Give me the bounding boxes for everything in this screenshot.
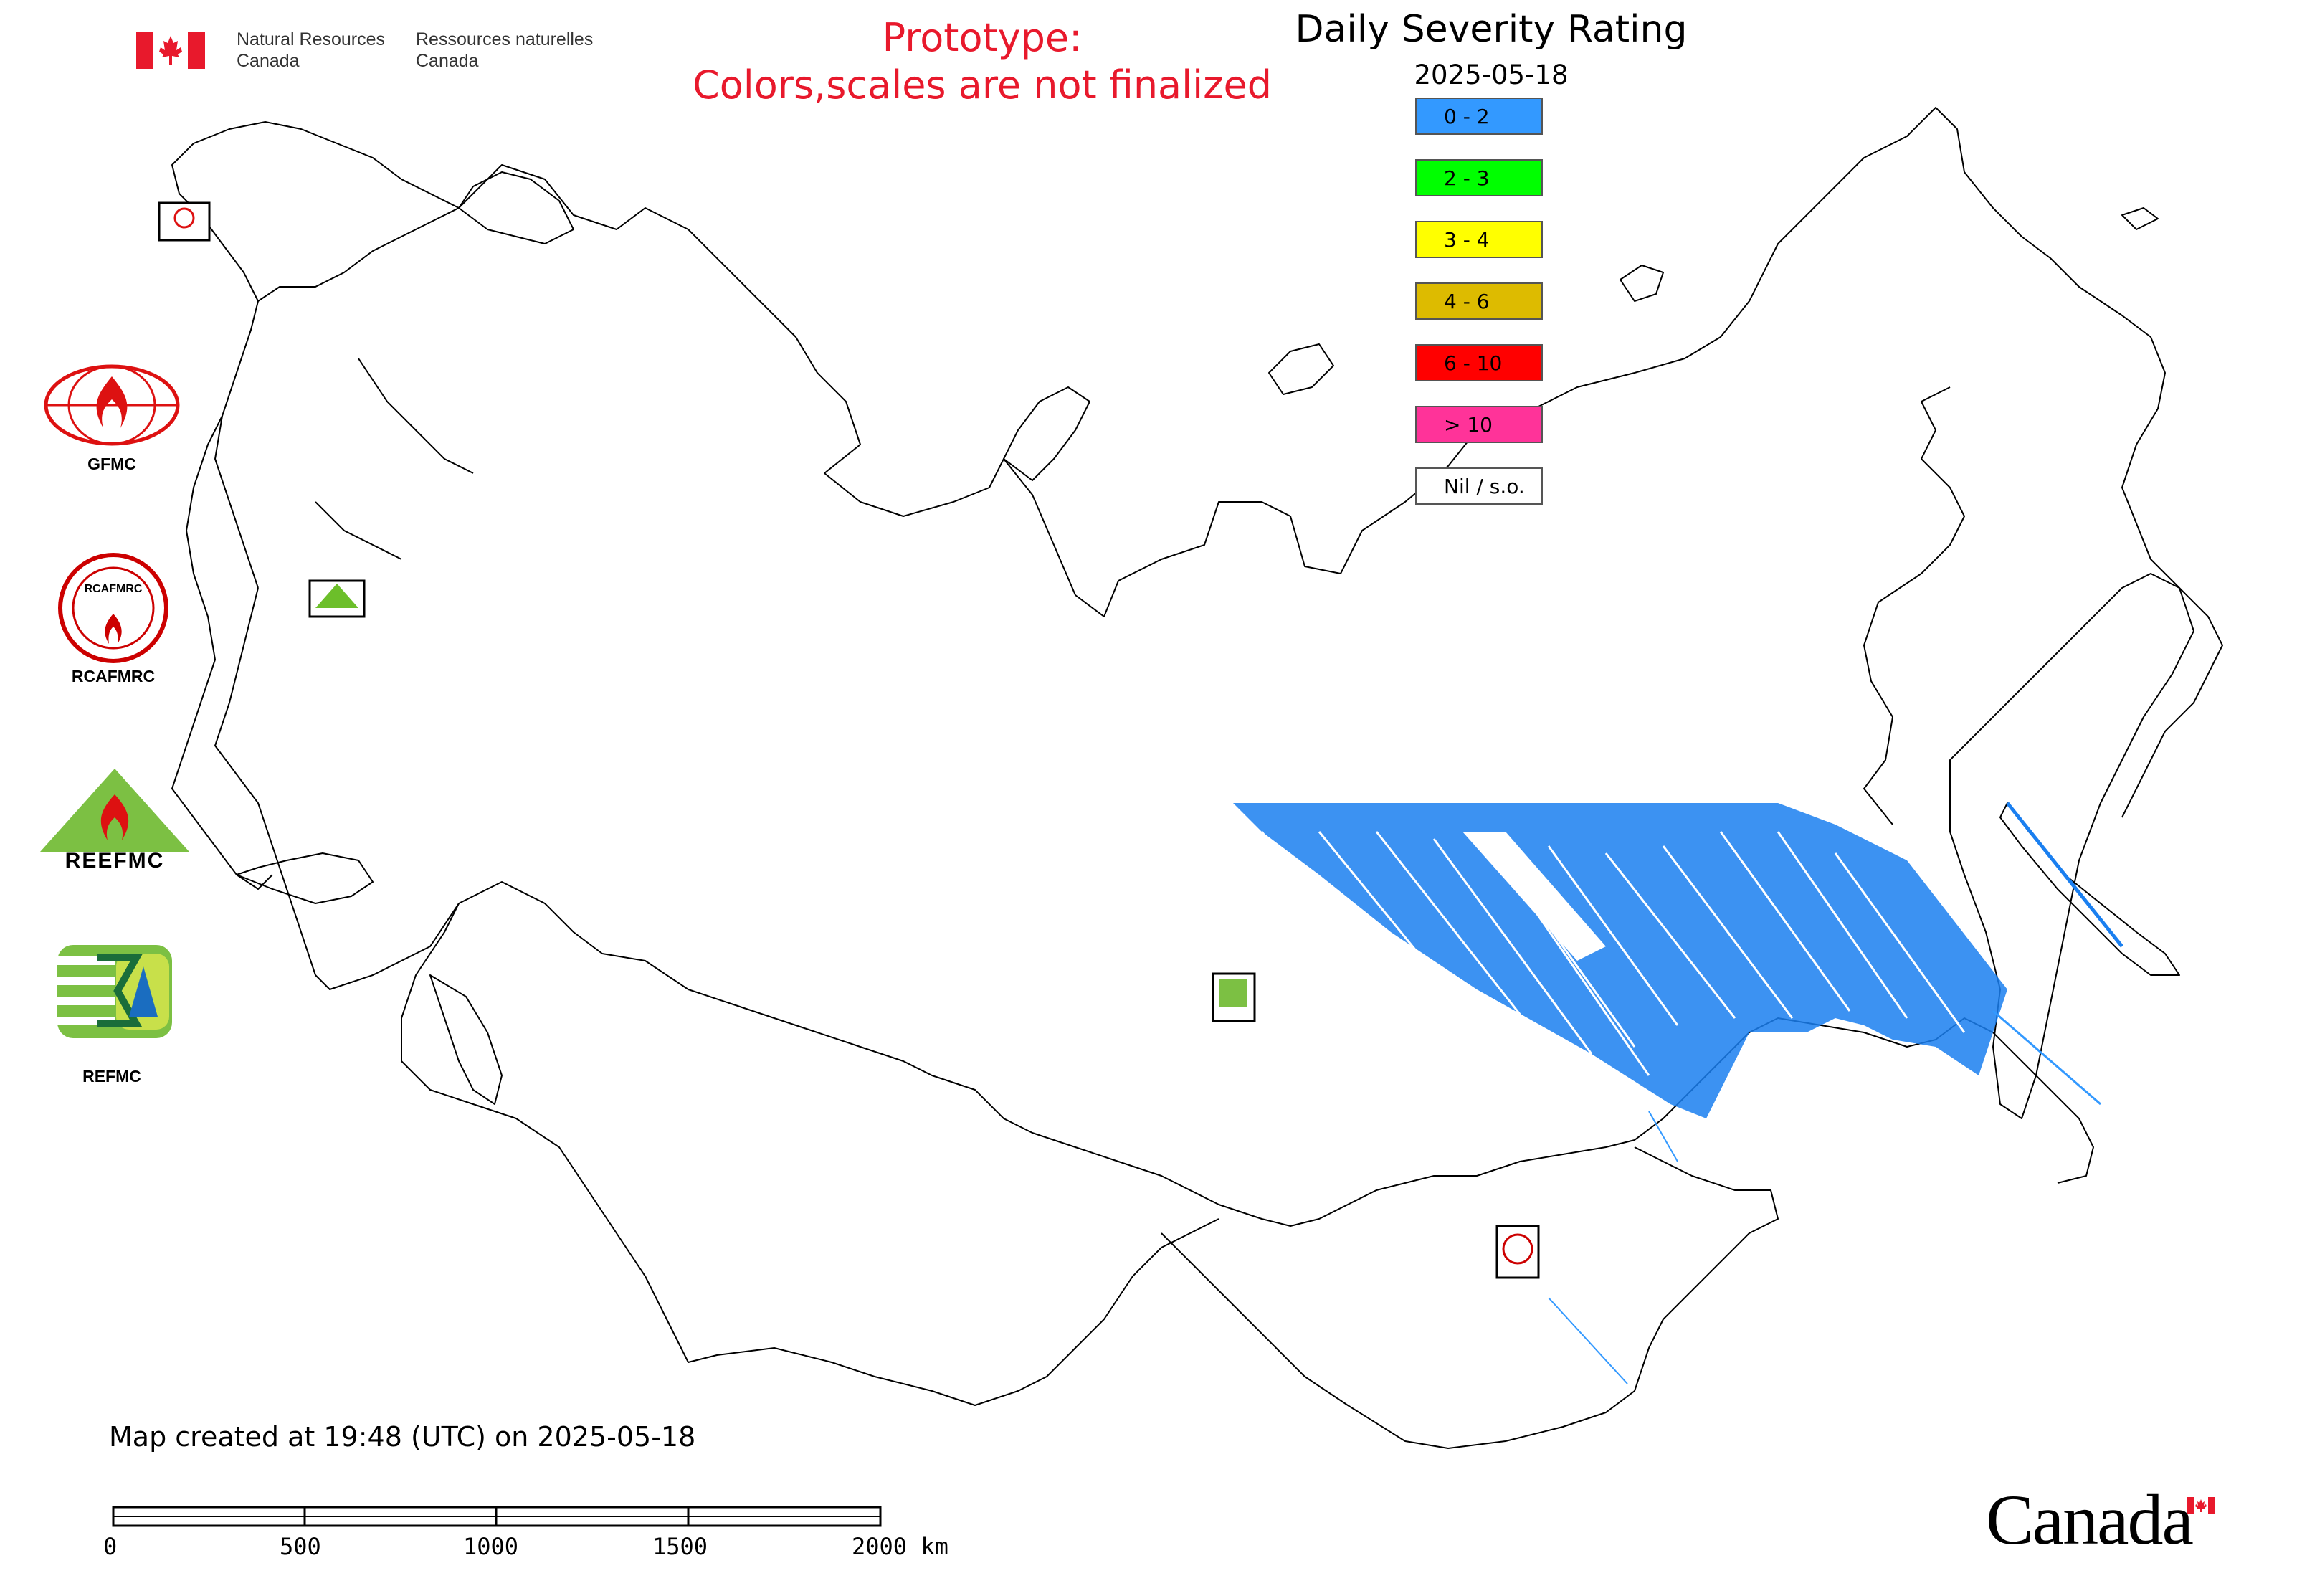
arctic-coastline <box>458 107 2223 818</box>
agency-label-rcafmrc: RCAFMRC <box>71 667 156 685</box>
wrangel-island <box>2121 207 2159 230</box>
canada-flag-icon <box>2187 1497 2215 1514</box>
legend-label: 6 - 10 <box>1444 351 1503 375</box>
legend-label: > 10 <box>1444 413 1493 437</box>
legend-swatch-3: 4 - 6 <box>1415 282 1543 320</box>
black-sea <box>236 852 374 904</box>
internal-region-2 <box>315 501 402 560</box>
refmc-logo-icon <box>57 945 172 1038</box>
gfmc-logo-icon <box>44 364 180 446</box>
internal-region-1 <box>358 358 474 474</box>
scandinavia <box>171 121 460 302</box>
svg-text:REEFMC: REEFMC <box>65 849 165 870</box>
scale-label-2000: 2000 km <box>852 1533 948 1560</box>
kazakhstan-outline <box>401 903 1219 1406</box>
western-border <box>214 207 460 589</box>
agency-label-gfmc: GFMC <box>87 455 136 473</box>
legend-label: 3 - 4 <box>1444 228 1490 252</box>
reefmc-logo-icon: REEFMC <box>40 769 189 870</box>
scale-label-1500: 1500 <box>652 1533 708 1560</box>
mongolia-outline <box>1161 1146 1779 1449</box>
southern-border <box>214 587 2094 1227</box>
baltic-region <box>171 415 273 890</box>
canada-wordmark-text: Canada <box>1986 1480 2194 1559</box>
severity-fill-region <box>1233 802 2123 1384</box>
map-date: 2025-05-18 <box>1414 60 1569 90</box>
department-name-english: Natural Resources Canada <box>237 29 386 71</box>
severity-area-0-2-main <box>1233 803 2007 1118</box>
legend-swatch-0: 0 - 2 <box>1415 98 1543 135</box>
country-outlines <box>171 107 2223 1449</box>
novaya-zemlya <box>1003 386 1090 481</box>
legend-swatch-4: 6 - 10 <box>1415 344 1543 381</box>
legend-swatch-6: Nil / s.o. <box>1415 467 1543 505</box>
rcafmrc-logo-icon: RCAFMRC <box>58 553 168 663</box>
severity-area-0-2-white-gap <box>1462 832 1606 961</box>
pacific-coast <box>1863 386 1965 825</box>
scale-label-1000: 1000 <box>463 1533 519 1560</box>
new-siberian-islands <box>1620 265 1664 302</box>
kola-peninsula <box>458 171 574 244</box>
severity-streak-mongolia <box>1548 1297 1628 1384</box>
legend-swatch-1: 2 - 3 <box>1415 159 1543 196</box>
svg-text:RCAFMRC: RCAFMRC <box>85 583 143 595</box>
scale-label-500: 500 <box>280 1533 321 1560</box>
map-created-text: Map created at 19:48 (UTC) on 2025-05-18 <box>109 1421 696 1453</box>
legend-label: Nil / s.o. <box>1444 475 1525 498</box>
legend-label: 0 - 2 <box>1444 105 1490 128</box>
prototype-line-2: Colors,scales are not finalized <box>693 62 1272 108</box>
legend-label: 4 - 6 <box>1444 290 1490 313</box>
scale-label-0: 0 <box>103 1533 118 1560</box>
agency-label-refmc: REFMC <box>82 1067 141 1086</box>
severity-streak-south <box>1648 1111 1678 1162</box>
severity-streak-east <box>1992 1010 2101 1106</box>
canada-flag-icon <box>136 32 205 69</box>
department-name-french: Ressources naturelles Canada <box>416 29 594 71</box>
legend-label: 2 - 3 <box>1444 166 1490 190</box>
canada-wordmark: Canada <box>1986 1477 2222 1563</box>
gfmc-marker <box>158 201 211 242</box>
legend-swatch-5: > 10 <box>1415 406 1543 443</box>
map-title: Daily Severity Rating <box>1295 8 1688 51</box>
legend-swatch-2: 3 - 4 <box>1415 221 1543 258</box>
prototype-notice: Prototype: Colors,scales are not finaliz… <box>645 14 1319 109</box>
severity-streak-sakhalin <box>2006 802 2123 948</box>
severnaya-zemlya <box>1268 343 1334 395</box>
prototype-line-1: Prototype: <box>882 15 1083 60</box>
nrcan-signature: Natural Resources Canada Ressources natu… <box>136 29 624 76</box>
map-agency-markers <box>158 201 1540 1279</box>
scale-bar <box>112 1506 882 1527</box>
caspian-sea <box>429 974 503 1105</box>
